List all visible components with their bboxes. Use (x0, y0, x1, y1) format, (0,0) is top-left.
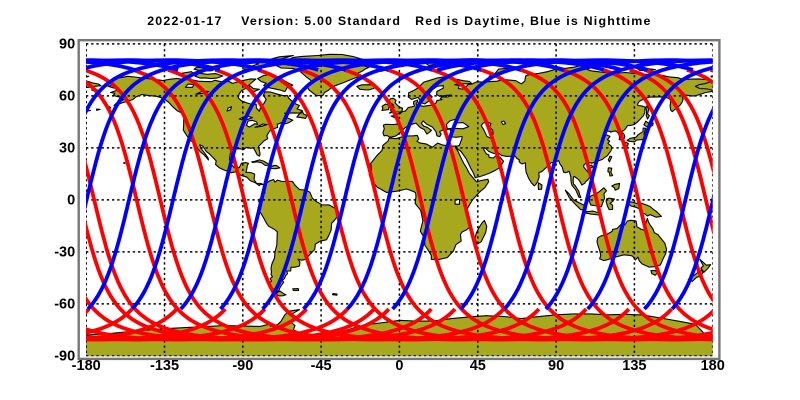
svg-text:-90: -90 (54, 349, 75, 365)
svg-text:0: 0 (67, 193, 75, 209)
svg-text:0: 0 (395, 358, 403, 374)
svg-text:90: 90 (548, 358, 564, 374)
svg-text:90: 90 (59, 37, 75, 53)
svg-text:-45: -45 (311, 358, 332, 374)
svg-text:-90: -90 (232, 358, 253, 374)
svg-text:-135: -135 (150, 358, 179, 374)
svg-text:45: 45 (470, 358, 486, 374)
svg-text:135: 135 (622, 358, 646, 374)
svg-text:-180: -180 (72, 358, 101, 374)
svg-text:-60: -60 (54, 297, 75, 313)
svg-text:-30: -30 (54, 245, 75, 261)
svg-text:2022-01-17 Version: 5.00 St: 2022-01-17 Version: 5.00 Standard Red is… (147, 14, 651, 28)
svg-text:30: 30 (59, 141, 75, 157)
svg-text:180: 180 (701, 358, 725, 374)
svg-text:60: 60 (59, 89, 75, 105)
